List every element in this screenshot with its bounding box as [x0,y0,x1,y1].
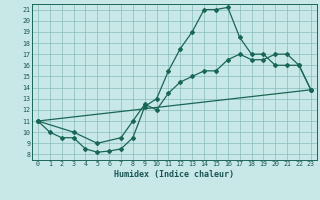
X-axis label: Humidex (Indice chaleur): Humidex (Indice chaleur) [115,170,234,179]
